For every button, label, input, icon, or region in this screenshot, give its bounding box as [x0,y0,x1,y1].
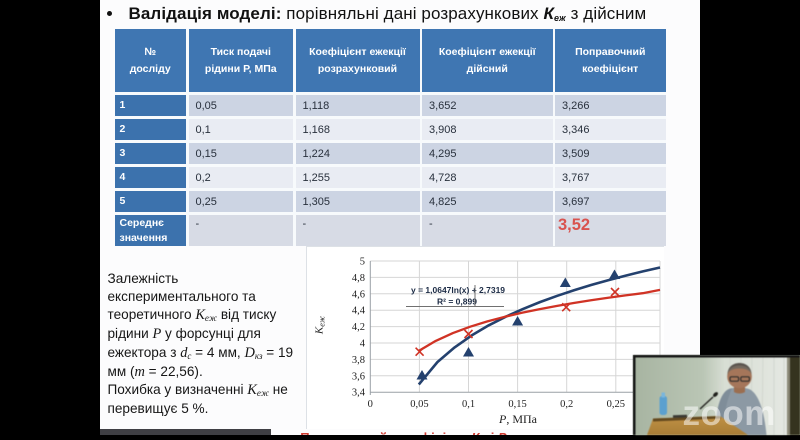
svg-text:5: 5 [360,257,365,268]
svg-text:3,6: 3,6 [352,371,365,382]
svg-text:Кеж: Кеж [314,315,327,335]
svg-text:0,25: 0,25 [607,399,625,410]
svg-text:0,05: 0,05 [410,399,428,410]
svg-text:0,15: 0,15 [508,399,526,410]
svg-text:3,4: 3,4 [352,388,366,399]
svg-text:y = 1,0647ln(x) + 2,7319: y = 1,0647ln(x) + 2,7319 [411,285,505,295]
svg-text:0,1: 0,1 [462,399,475,410]
svg-text:4: 4 [360,339,366,350]
svg-text:3,8: 3,8 [352,355,365,366]
svg-text:R² = 0,899: R² = 0,899 [437,297,477,307]
svg-text:4,4: 4,4 [352,306,366,317]
svg-text:Р, МПа: Р, МПа [498,412,538,426]
svg-text:0,2: 0,2 [560,399,573,410]
svg-text:0: 0 [368,399,373,410]
svg-text:4,2: 4,2 [352,322,365,333]
svg-text:4,6: 4,6 [352,289,365,300]
svg-text:4,8: 4,8 [352,273,365,284]
